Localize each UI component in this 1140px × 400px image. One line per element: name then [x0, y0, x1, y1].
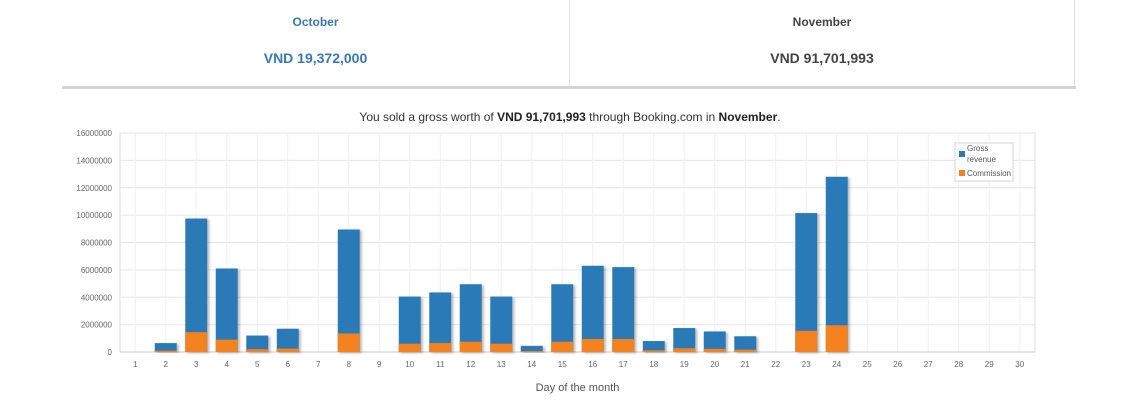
x-tick-label: 18 [649, 360, 658, 369]
bar-commission [795, 330, 818, 352]
y-tick-label: 14000000 [76, 156, 112, 165]
tab-divider [62, 86, 1076, 89]
x-tick-label: 21 [741, 360, 750, 369]
x-tick-label: 15 [558, 360, 567, 369]
bar-commission [154, 350, 177, 352]
month-tabs: October VND 19,372,000 November VND 91,7… [62, 0, 1075, 86]
x-tick-label: 14 [527, 360, 536, 369]
x-tick-label: 5 [255, 360, 260, 369]
tab-november[interactable]: November VND 91,701,993 [569, 0, 1075, 86]
x-tick-label: 4 [225, 360, 230, 369]
summary-amount: VND 91,701,993 [497, 110, 586, 124]
bar-commission [246, 349, 269, 352]
x-tick-label: 26 [893, 360, 902, 369]
bar-gross-revenue [642, 341, 665, 352]
y-tick-label: 16000000 [76, 129, 112, 138]
bar-commission [520, 351, 543, 352]
y-tick-label: 0 [108, 348, 113, 357]
summary-suffix: . [777, 110, 781, 124]
x-tick-label: 8 [347, 360, 352, 369]
bar-gross-revenue [398, 296, 421, 352]
y-tick-label: 8000000 [81, 239, 113, 248]
x-tick-label: 25 [863, 360, 872, 369]
bar-commission [642, 350, 665, 352]
bar-commission [581, 338, 604, 352]
tab-october[interactable]: October VND 19,372,000 [62, 0, 569, 86]
bar-commission [703, 348, 726, 352]
bar-gross-revenue [825, 176, 848, 352]
x-tick-label: 19 [680, 360, 689, 369]
bar-gross-revenue [154, 343, 177, 352]
bar-commission [398, 343, 421, 352]
x-tick-label: 17 [619, 360, 628, 369]
x-tick-label: 22 [771, 360, 780, 369]
legend-label-gross: Gross revenue [967, 144, 996, 164]
tab-amount-value: VND 91,701,993 [770, 50, 874, 66]
legend-swatch-commission [959, 170, 965, 176]
bar-commission [673, 348, 696, 352]
bar-commission [215, 339, 238, 352]
x-tick-label: 13 [497, 360, 506, 369]
bar-gross-revenue [490, 296, 513, 352]
x-tick-label: 12 [466, 360, 475, 369]
x-tick-label: 28 [954, 360, 963, 369]
y-tick-label: 4000000 [81, 293, 113, 302]
bar-gross-revenue [185, 218, 208, 352]
tab-month-label: November [792, 15, 852, 29]
bar-gross-revenue [612, 267, 635, 352]
x-tick-label: 3 [194, 360, 199, 369]
summary-prefix: You sold a gross worth of [359, 110, 498, 124]
y-tick-label: 2000000 [81, 321, 113, 330]
bar-gross-revenue [673, 328, 696, 352]
x-tick-label: 16 [588, 360, 597, 369]
bar-gross-revenue [795, 213, 818, 352]
x-tick-label: 11 [436, 360, 445, 369]
x-tick-label: 27 [924, 360, 933, 369]
x-tick-label: 6 [286, 360, 291, 369]
bar-gross-revenue [276, 328, 299, 352]
bar-gross-revenue [337, 229, 360, 352]
x-axis-title: Day of the month [536, 382, 620, 394]
bar-gross-revenue [459, 284, 482, 352]
x-tick-label: 20 [710, 360, 719, 369]
bar-commission [612, 338, 635, 352]
bar-commission [185, 332, 208, 352]
chart-summary: You sold a gross worth of VND 91,701,993… [0, 110, 1140, 124]
bar-gross-revenue [734, 336, 757, 352]
tab-amount-value: VND 19,372,000 [263, 50, 368, 66]
x-tick-label: 23 [802, 360, 811, 369]
bar-gross-revenue [703, 331, 726, 352]
legend-label-commission: Commission [967, 169, 1011, 178]
x-tick-label: 1 [133, 360, 138, 369]
legend-swatch-gross [959, 151, 965, 157]
bar-commission [276, 348, 299, 352]
bar-gross-revenue [551, 284, 574, 352]
x-tick-label: 30 [1015, 360, 1024, 369]
bar-gross-revenue [215, 268, 238, 352]
x-tick-label: 24 [832, 360, 841, 369]
bar-commission [490, 343, 513, 352]
bar-commission [734, 349, 757, 352]
bar-commission [551, 341, 574, 352]
y-tick-label: 6000000 [81, 266, 113, 275]
x-tick-label: 7 [316, 360, 321, 369]
x-tick-label: 10 [405, 360, 414, 369]
bar-gross-revenue [429, 292, 452, 352]
bar-commission [429, 343, 452, 352]
tab-month-label: October [292, 15, 339, 29]
bar-commission [337, 333, 360, 352]
x-tick-label: 29 [985, 360, 994, 369]
bar-commission [459, 341, 482, 352]
x-tick-label: 9 [377, 360, 382, 369]
summary-middle: through Booking.com in [585, 110, 719, 124]
bar-gross-revenue [581, 265, 604, 352]
y-tick-label: 10000000 [76, 211, 112, 220]
summary-month: November [718, 110, 778, 124]
bar-gross-revenue [520, 345, 543, 352]
bar-commission [825, 325, 848, 352]
bar-gross-revenue [246, 335, 269, 352]
y-tick-label: 12000000 [76, 184, 112, 193]
x-tick-label: 2 [164, 360, 169, 369]
